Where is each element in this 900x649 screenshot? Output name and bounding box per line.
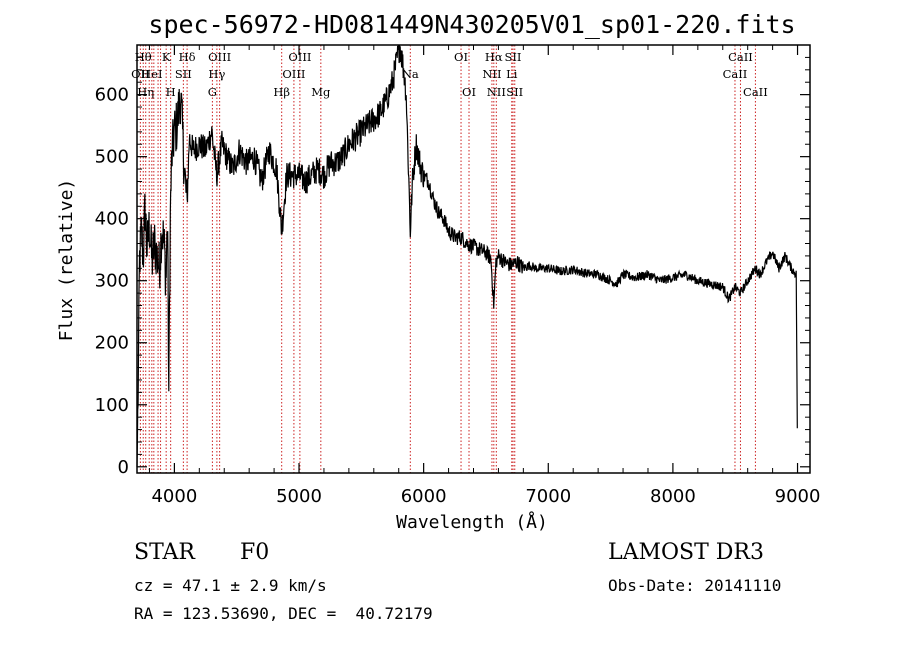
redshift-readout: cz = 47.1 ± 2.9 km/s: [134, 576, 327, 595]
y-tick-label: 400: [95, 209, 129, 230]
spectral-line-label: Hβ: [273, 85, 290, 99]
spectral-line-label: H: [166, 85, 176, 99]
spectral-lines: [139, 45, 756, 473]
x-axis-label: Wavelength (Å): [396, 511, 548, 533]
x-tick-label: 9000: [775, 486, 821, 507]
spectral-line-label: Li: [506, 67, 518, 81]
spectral-line-label: CaII: [723, 67, 748, 81]
spectral-line-label: SII: [506, 85, 523, 99]
y-tick-label: 100: [95, 395, 129, 416]
coordinates-readout: RA = 123.53690, DEC = 40.72179: [134, 604, 433, 623]
spectral-line-label: HeI: [141, 67, 162, 81]
object-class: STAR: [134, 540, 195, 565]
spectral-line-label: Hδ: [179, 50, 196, 64]
plot-frame: [136, 44, 811, 474]
y-tick-label: 300: [95, 271, 129, 292]
spectral-line-label: CaII: [728, 50, 753, 64]
spectral-line-label: Hη: [137, 85, 154, 99]
spectral-line-label: Hα: [485, 50, 503, 64]
chart-title: spec-56972-HD081449N430205V01_sp01-220.f…: [148, 10, 795, 39]
x-tick-label: 5000: [276, 486, 322, 507]
x-tick-label: 6000: [401, 486, 447, 507]
spectral-line-label: G: [208, 85, 217, 99]
y-axis-label: Flux (relative): [56, 179, 77, 342]
spectral-line-label: Na: [402, 67, 419, 81]
spectral-line-label: OII: [131, 67, 150, 81]
spectral-line-label: OI: [462, 85, 476, 99]
spectral-line-label: CaII: [743, 85, 768, 99]
survey-name: LAMOST DR3: [608, 540, 764, 565]
spectral-line-label: K: [162, 50, 171, 64]
y-tick-label: 200: [95, 333, 129, 354]
spectral-line-label: OIII: [208, 50, 231, 64]
x-tick-label: 4000: [151, 486, 197, 507]
y-tick-label: 600: [95, 85, 129, 106]
spectral-line-label: NII: [482, 67, 501, 81]
x-tick-label: 7000: [525, 486, 571, 507]
spectral-line-label: OIII: [288, 50, 311, 64]
flux-series-line: [136, 44, 798, 467]
spectral-line-label: NII: [487, 85, 506, 99]
spectral-line-label: Mg: [311, 85, 331, 99]
axis-ticks: 4000 5000 6000 7000 8000 9000 0 100 200 300 400 500…: [95, 45, 821, 507]
x-tick-label: 8000: [650, 486, 696, 507]
y-tick-label: 0: [118, 457, 129, 478]
y-tick-label: 500: [95, 147, 129, 168]
spectral-line-label: SII: [175, 67, 192, 81]
spectral-line-label: Hγ: [208, 67, 225, 81]
spectral-line-label: SII: [505, 50, 522, 64]
observation-date: Obs-Date: 20141110: [608, 576, 782, 595]
spectral-line-label: Hθ: [135, 50, 152, 64]
spectral-line-label: OI: [454, 50, 468, 64]
object-subclass: F0: [240, 540, 270, 565]
spectral-line-label: OIII: [282, 67, 305, 81]
